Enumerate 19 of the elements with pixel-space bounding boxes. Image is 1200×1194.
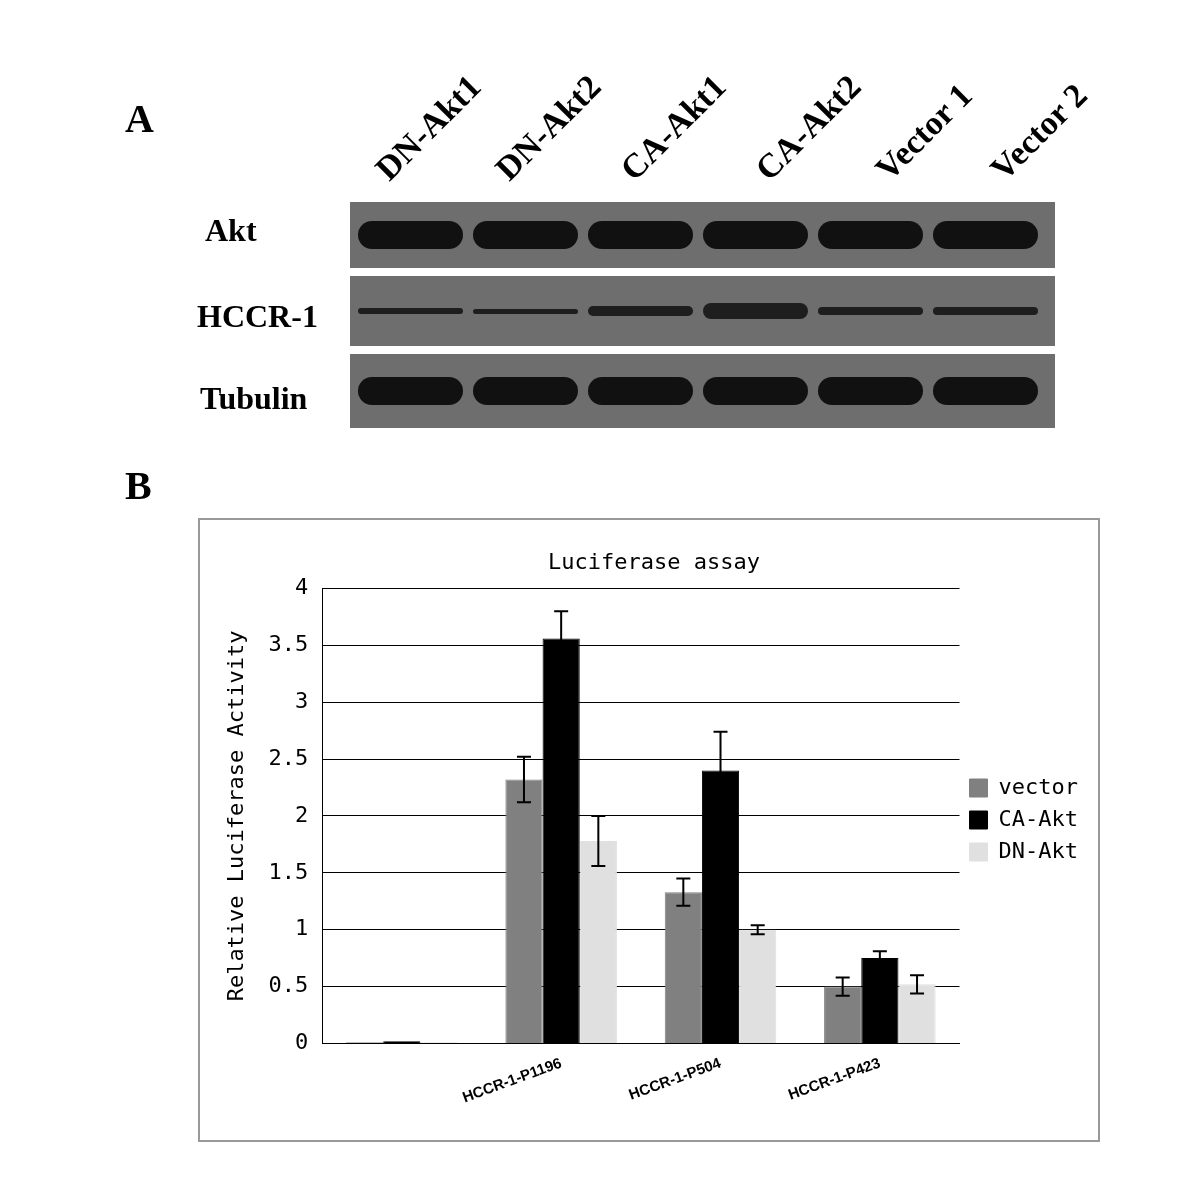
text: A	[125, 95, 154, 142]
y-tick-label: 2.5	[268, 744, 309, 770]
legend-label: CA-Akt	[998, 805, 1079, 831]
y-tick-label: 1.5	[268, 858, 309, 884]
y-tick-label: 4	[294, 574, 309, 600]
y-tick-label: 1	[294, 915, 309, 941]
legend-label: DN-Akt	[998, 837, 1079, 863]
text: B	[125, 462, 152, 509]
y-axis-title: Relative Luciferase Activity	[222, 630, 248, 1002]
y-tick-label: 3.5	[268, 631, 309, 656]
y-tick-label: 2	[294, 801, 309, 827]
y-tick-label: 0	[294, 1029, 309, 1055]
text: Tubulin	[200, 380, 308, 417]
y-tick-label: 0.5	[268, 972, 309, 998]
text: HCCR-1	[197, 298, 318, 335]
text: Akt	[205, 212, 257, 249]
y-tick-label: 3	[294, 687, 309, 713]
legend-label: vector	[998, 773, 1079, 799]
chart-title: Luciferase assay	[548, 548, 760, 574]
